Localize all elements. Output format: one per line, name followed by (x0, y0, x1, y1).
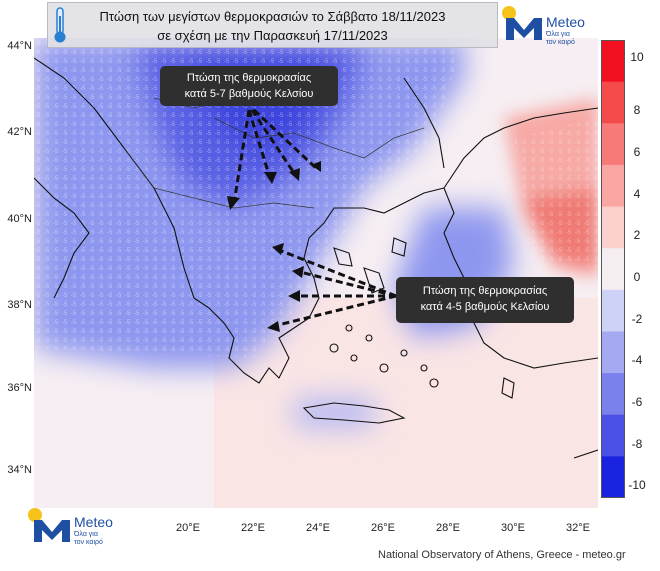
callout-north: Πτώση της θερμοκρασίας κατά 5-7 βαθμούς … (160, 66, 338, 106)
colorbar-segment (601, 123, 625, 166)
colorbar-border (601, 40, 625, 498)
map-title-line2: σε σχέση με την Παρασκευή 17/11/2023 (157, 28, 388, 43)
colorbar-segment (601, 414, 625, 457)
colorbar-segment (601, 373, 625, 416)
colorbar-label: -10 (628, 478, 646, 493)
colorbar-label: 4 (633, 186, 641, 201)
meteo-slogan-line2: τον καιρό (546, 39, 575, 46)
lon-label: 22°E (241, 522, 265, 534)
colorbar-label: 10 (630, 49, 644, 64)
colorbar-label: -6 (631, 394, 643, 409)
colorbar-segment (601, 248, 625, 291)
lat-label: 42°N (7, 126, 32, 138)
colorbar-label: 6 (633, 145, 641, 160)
colorbar-segment (601, 289, 625, 332)
colorbar-segment (601, 40, 625, 83)
meteo-logo-bottom: Meteo Όλα για τον καιρό (26, 506, 126, 548)
callout-south-line1: Πτώση της θερμοκρασίας (422, 285, 548, 297)
colorbar (601, 40, 625, 498)
meteo-logo-icon (502, 6, 542, 40)
colorbar-label: 8 (633, 103, 641, 118)
callout-north-line1: Πτώση της θερμοκρασίας (186, 72, 312, 84)
colorbar-segment (601, 206, 625, 249)
colorbar-label: -4 (631, 353, 643, 368)
meteo-slogan-line1: Όλα για (74, 531, 98, 538)
lat-label: 44°N (7, 40, 32, 52)
meteo-logo-top: Meteo Όλα για τον καιρό (500, 4, 600, 48)
colorbar-segment (601, 164, 625, 208)
lon-label: 24°E (306, 522, 330, 534)
callout-south-line2: κατά 4-5 βαθμούς Κελσίου (420, 301, 550, 313)
map-canvas: -5 (34, 38, 598, 508)
map-title-box: Πτώση των μεγίστων θερμοκρασιών το Σάββα… (47, 2, 498, 48)
colorbar-segment (601, 331, 625, 374)
meteo-logo-icon (28, 508, 70, 542)
lon-label: 28°E (436, 522, 460, 534)
thermometer-icon (54, 7, 66, 43)
lat-label: 36°N (7, 382, 32, 394)
colorbar-segment (601, 456, 625, 498)
meteo-slogan-line1: Όλα για (546, 31, 570, 38)
meteo-slogan-line2: τον καιρό (74, 539, 103, 546)
callout-north-line2: κατά 5-7 βαθμούς Κελσίου (184, 88, 314, 100)
meteo-logo-word: Meteo (74, 514, 113, 530)
lon-label: 26°E (371, 522, 395, 534)
map-title-line1: Πτώση των μεγίστων θερμοκρασιών το Σάββα… (99, 9, 446, 24)
colorbar-label: 0 (633, 270, 641, 284)
colorbar-label: 2 (633, 228, 641, 243)
colorbar-segment (601, 81, 625, 124)
colorbar-label: -2 (631, 311, 643, 326)
lat-label: 40°N (7, 213, 32, 225)
lat-label: 38°N (7, 299, 32, 311)
lon-label: 32°E (566, 522, 590, 534)
callout-south: Πτώση της θερμοκρασίας κατά 4-5 βαθμούς … (396, 277, 574, 323)
lon-label: 20°E (176, 522, 200, 534)
colorbar-label: -8 (631, 436, 643, 451)
temperature-difference-map: -5 (34, 38, 598, 508)
lat-label: 34°N (7, 464, 32, 476)
credit-text: National Observatory of Athens, Greece -… (378, 549, 626, 561)
lon-label: 30°E (501, 522, 525, 534)
meteo-logo-word: Meteo (546, 14, 585, 30)
